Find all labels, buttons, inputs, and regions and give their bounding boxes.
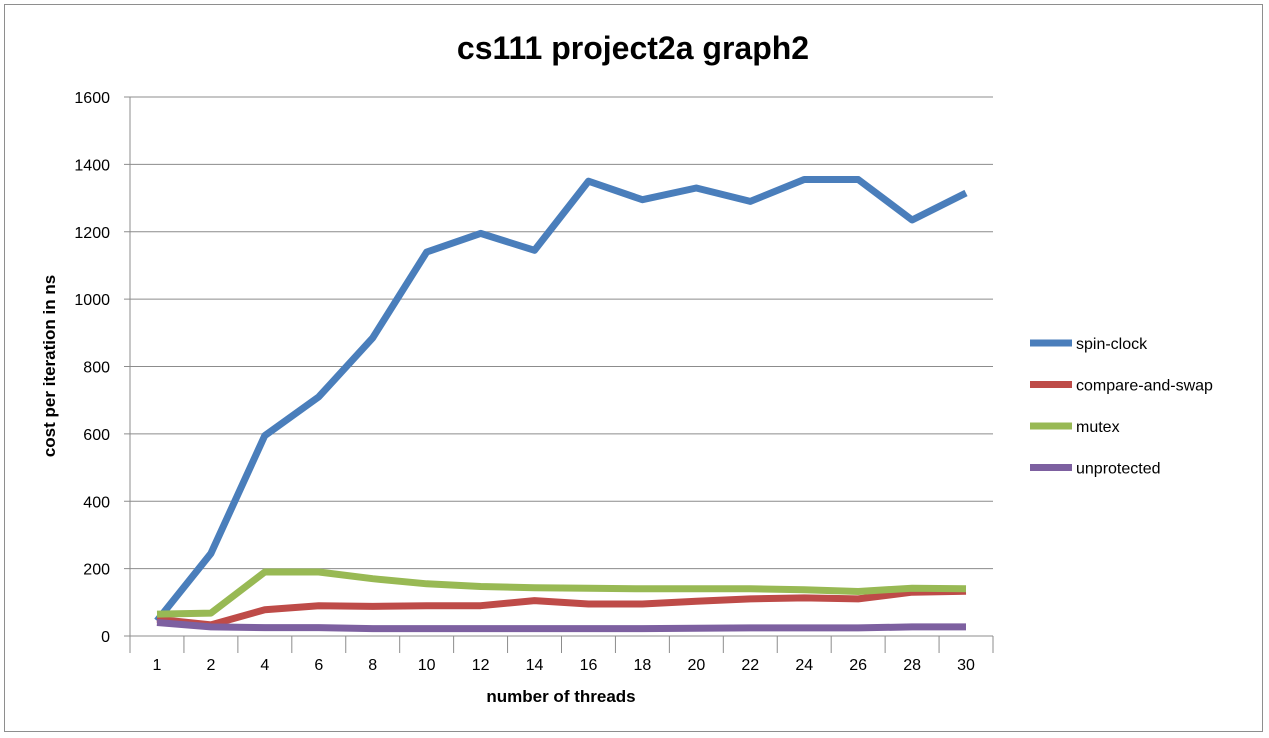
x-tick-label: 6	[314, 657, 323, 674]
x-tick-label: 18	[634, 657, 652, 674]
legend: spin-clock compare-and-swap mutex unprotect…	[1030, 336, 1213, 478]
x-tick-label: 8	[368, 657, 377, 674]
legend-label-spin-clock: spin-clock	[1076, 336, 1148, 353]
x-tick-label: 30	[957, 657, 975, 674]
y-tick-label: 0	[101, 629, 110, 646]
y-axis-label: cost per iteration in ns	[40, 275, 59, 457]
y-tick-label: 1400	[74, 157, 110, 174]
x-tick-label: 2	[206, 657, 215, 674]
x-tick-label: 14	[526, 657, 544, 674]
x-tick-label: 10	[418, 657, 436, 674]
x-tick-label: 12	[472, 657, 490, 674]
x-tick-labels: 1 2 4 6 8 10 12 14 16 18 20 22 24 26 28 30	[153, 657, 976, 674]
legend-label-mutex: mutex	[1076, 419, 1120, 436]
y-tick-label: 800	[83, 360, 110, 377]
x-tick-label: 16	[580, 657, 598, 674]
series-lines	[154, 176, 968, 633]
x-tick-label: 26	[849, 657, 867, 674]
y-tick-label: 600	[83, 427, 110, 444]
x-tick-label: 22	[741, 657, 759, 674]
y-tick-labels: 0 200 400 600 800 1000 1200 1400 1600	[74, 90, 110, 646]
y-tick-label: 1600	[74, 90, 110, 107]
x-tick-label: 28	[903, 657, 921, 674]
x-axis-label: number of threads	[486, 687, 635, 706]
y-tick-label: 1000	[74, 292, 110, 309]
series-line-spin-clock	[154, 176, 968, 623]
y-tick-label: 400	[83, 494, 110, 511]
series-line-compare-and-swap	[156, 587, 967, 629]
x-tick-label: 24	[795, 657, 813, 674]
legend-label-compare-and-swap: compare-and-swap	[1076, 378, 1213, 395]
y-tick-label: 200	[83, 562, 110, 579]
x-tick-label: 20	[687, 657, 705, 674]
series-line-mutex	[156, 568, 967, 618]
x-tick-label: 4	[260, 657, 269, 674]
legend-label-unprotected: unprotected	[1076, 461, 1161, 478]
series-line-unprotected	[156, 619, 966, 633]
gridlines	[130, 96, 993, 570]
y-tick-label: 1200	[74, 225, 110, 242]
chart-title: cs111 project2a graph2	[457, 30, 809, 66]
axes	[124, 96, 994, 653]
x-tick-label: 1	[153, 657, 162, 674]
